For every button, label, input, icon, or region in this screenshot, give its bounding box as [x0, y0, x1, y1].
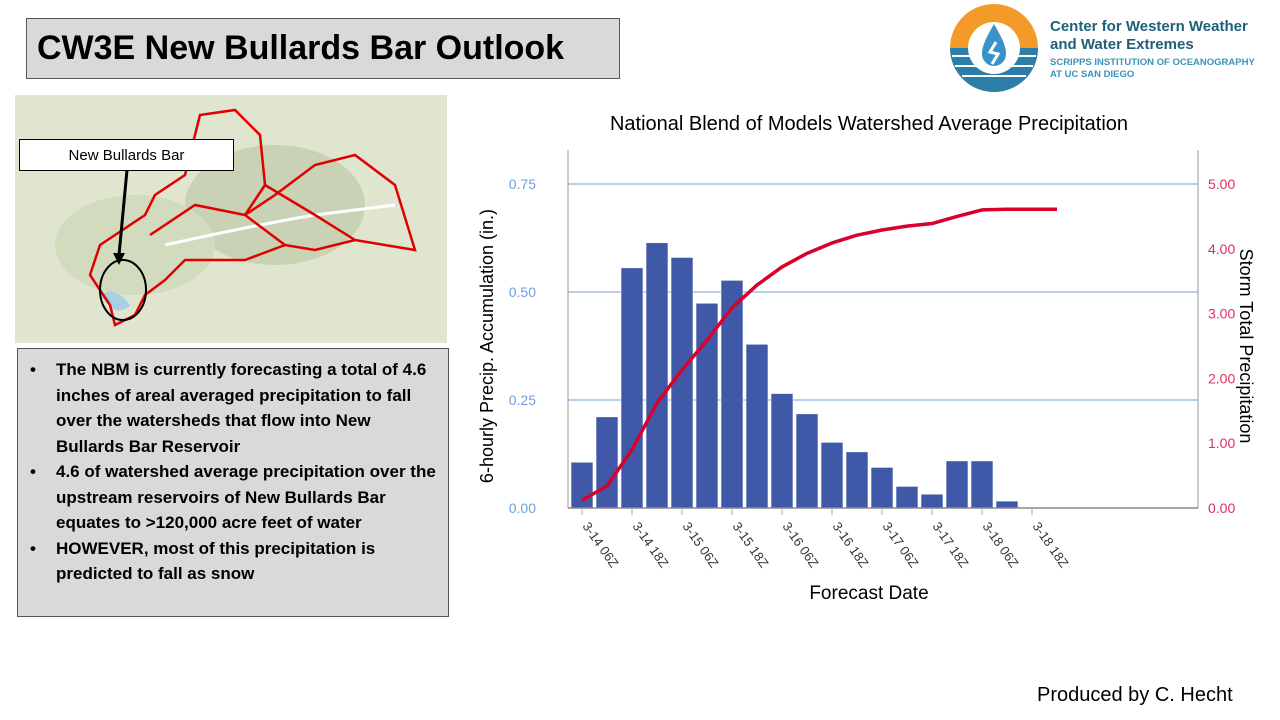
precip-bar — [920, 493, 944, 509]
logo-line-4: AT UC SAN DIEGO — [1050, 69, 1135, 80]
precip-bar — [995, 500, 1019, 509]
bullet-item: The NBM is currently forecasting a total… — [30, 357, 438, 459]
page-title: CW3E New Bullards Bar Outlook — [26, 18, 620, 79]
precip-bar — [695, 302, 719, 509]
precip-bar — [820, 442, 844, 509]
x-tick-label: 3-15 18Z — [730, 519, 772, 570]
precip-bar — [845, 451, 869, 509]
y2-tick-label: 0.00 — [1208, 500, 1235, 516]
y-tick-label: 0.75 — [509, 176, 536, 192]
x-tick-label: 3-18 06Z — [980, 519, 1022, 570]
watershed-map — [15, 95, 447, 343]
y-tick-label: 0.25 — [509, 392, 536, 408]
x-tick-label: 3-17 18Z — [930, 519, 972, 570]
y2-tick-label: 4.00 — [1208, 241, 1235, 257]
precip-bar — [595, 416, 619, 509]
precip-bar — [945, 460, 969, 509]
y2-tick-label: 3.00 — [1208, 306, 1235, 322]
precip-bar — [870, 467, 894, 509]
cw3e-logo: Center for Western Weather and Water Extr… — [946, 2, 1276, 94]
bullet-item: 4.6 of watershed average precipitation o… — [30, 459, 438, 536]
y-tick-label: 0.00 — [509, 500, 536, 516]
precip-bar — [720, 280, 744, 509]
storm-total-line — [581, 207, 1057, 502]
precip-bar — [970, 460, 994, 509]
summary-box: The NBM is currently forecasting a total… — [17, 348, 449, 617]
map-graphic — [15, 95, 447, 343]
x-tick-label: 3-16 06Z — [780, 519, 822, 570]
bullet-item: HOWEVER, most of this precipitation is p… — [30, 536, 438, 587]
precip-bar — [570, 461, 594, 509]
y2-tick-label: 2.00 — [1208, 370, 1235, 386]
x-tick-label: 3-15 06Z — [680, 519, 722, 570]
y2-axis-label: Storm Total Precipitation — [1236, 249, 1256, 444]
logo-line-1: Center for Western Weather — [1050, 18, 1248, 35]
y2-tick-label: 5.00 — [1208, 176, 1235, 192]
logo-line-3: SCRIPPS INSTITUTION OF OCEANOGRAPHY — [1050, 57, 1255, 68]
x-tick-label: 3-18 18Z — [1030, 519, 1072, 570]
chart-title: National Blend of Models Watershed Avera… — [610, 113, 1128, 135]
precip-bar — [670, 257, 694, 509]
x-axis-label: Forecast Date — [809, 583, 928, 604]
precip-bar — [620, 267, 644, 509]
y-axis-label: 6-hourly Precip. Accumulation (in.) — [477, 209, 497, 483]
precip-bar — [645, 242, 669, 509]
logo-line-2: and Water Extremes — [1050, 36, 1194, 53]
x-tick-label: 3-17 06Z — [880, 519, 922, 570]
x-tick-label: 3-14 18Z — [630, 519, 672, 570]
logo-emblem-icon — [950, 4, 1038, 92]
x-tick-label: 3-14 06Z — [580, 519, 622, 570]
precip-bar — [745, 343, 769, 509]
precip-bar — [895, 486, 919, 509]
precip-bar — [795, 413, 819, 509]
precip-bar — [770, 393, 794, 509]
y2-tick-label: 1.00 — [1208, 435, 1235, 451]
map-label: New Bullards Bar — [19, 139, 234, 171]
y-tick-label: 0.50 — [509, 284, 536, 300]
x-tick-label: 3-16 18Z — [830, 519, 872, 570]
credit: Produced by C. Hecht — [1037, 684, 1233, 706]
